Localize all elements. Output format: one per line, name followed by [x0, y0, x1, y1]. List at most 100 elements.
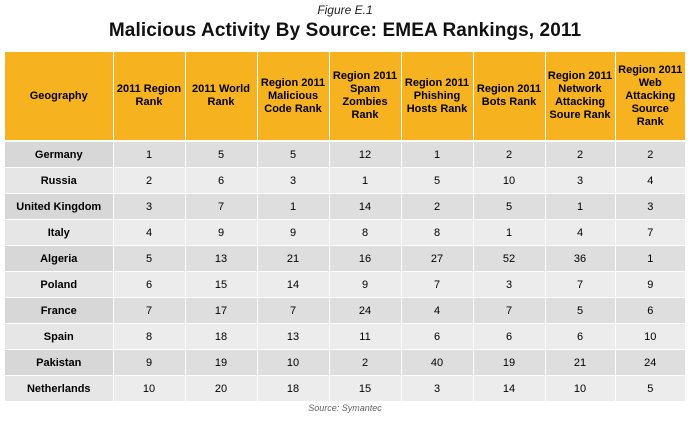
rank-cell: 20 — [185, 375, 258, 402]
rank-cell: 5 — [113, 245, 186, 272]
rank-cell: 4 — [113, 219, 186, 246]
rank-cell: 9 — [113, 349, 186, 376]
rank-cell: 24 — [329, 297, 402, 324]
rank-cell: 2 — [545, 141, 616, 168]
rank-cell: 13 — [185, 245, 258, 272]
rank-cell: 7 — [473, 297, 546, 324]
rank-cell: 5 — [615, 375, 685, 402]
rank-cell: 5 — [473, 193, 546, 220]
rank-cell: 24 — [615, 349, 685, 376]
table-row: United Kingdom 3 7 1 14 2 5 1 3 — [5, 193, 685, 220]
figure-label: Figure E.1 — [317, 3, 373, 17]
rank-cell: 7 — [185, 193, 258, 220]
geography-cell: Italy — [5, 219, 114, 246]
rank-cell: 2 — [401, 193, 474, 220]
table-row: Netherlands 10 20 18 15 3 14 10 5 — [5, 375, 685, 402]
rank-cell: 1 — [113, 141, 186, 168]
rank-cell: 14 — [329, 193, 402, 220]
rank-cell: 3 — [473, 271, 546, 298]
rank-cell: 8 — [401, 219, 474, 246]
geography-cell: Poland — [5, 271, 114, 298]
geography-cell: Germany — [5, 141, 114, 168]
rank-cell: 1 — [329, 167, 402, 194]
rank-cell: 12 — [329, 141, 402, 168]
rank-cell: 7 — [545, 271, 616, 298]
rank-cell: 18 — [257, 375, 330, 402]
rank-cell: 10 — [615, 323, 685, 350]
table-row: France 7 17 7 24 4 7 5 6 — [5, 297, 685, 324]
rank-cell: 6 — [185, 167, 258, 194]
rank-cell: 3 — [257, 167, 330, 194]
rank-cell: 7 — [401, 271, 474, 298]
geography-cell: Pakistan — [5, 349, 114, 376]
geography-cell: Spain — [5, 323, 114, 350]
rank-cell: 40 — [401, 349, 474, 376]
rank-cell: 6 — [615, 297, 685, 324]
rank-cell: 2 — [615, 141, 685, 168]
rank-cell: 18 — [185, 323, 258, 350]
table-row: Pakistan 9 19 10 2 40 19 21 24 — [5, 349, 685, 376]
rank-cell: 6 — [401, 323, 474, 350]
table-row: Spain 8 18 13 11 6 6 6 10 — [5, 323, 685, 350]
rank-cell: 9 — [185, 219, 258, 246]
rank-cell: 19 — [185, 349, 258, 376]
rank-cell: 9 — [329, 271, 402, 298]
rank-cell: 9 — [257, 219, 330, 246]
rank-cell: 3 — [401, 375, 474, 402]
rank-cell: 52 — [473, 245, 546, 272]
column-header: Region 2011 Malicious Code Rank — [257, 52, 330, 142]
rank-cell: 16 — [329, 245, 402, 272]
rank-cell: 5 — [401, 167, 474, 194]
table-body: Germany 1 5 5 12 1 2 2 2 Russia 2 6 3 1 5 10 3 4 United Ki… — [5, 141, 685, 402]
rank-cell: 11 — [329, 323, 402, 350]
rank-cell: 5 — [545, 297, 616, 324]
column-header: Region 2011 Web Attacking Source Rank — [615, 52, 685, 142]
rank-cell: 6 — [113, 271, 186, 298]
rank-cell: 1 — [615, 245, 685, 272]
rank-cell: 10 — [473, 167, 546, 194]
rank-cell: 17 — [185, 297, 258, 324]
rank-cell: 1 — [401, 141, 474, 168]
rank-cell: 1 — [545, 193, 616, 220]
column-header: Region 2011 Phishing Hosts Rank — [401, 52, 474, 142]
rank-cell: 10 — [113, 375, 186, 402]
rank-cell: 4 — [401, 297, 474, 324]
rank-cell: 13 — [257, 323, 330, 350]
rank-cell: 4 — [615, 167, 685, 194]
column-header: Region 2011 Bots Rank — [473, 52, 546, 142]
table-row: Poland 6 15 14 9 7 3 7 9 — [5, 271, 685, 298]
rank-cell: 9 — [615, 271, 685, 298]
rank-cell: 7 — [257, 297, 330, 324]
rank-cell: 8 — [329, 219, 402, 246]
figure-title: Malicious Activity By Source: EMEA Ranki… — [108, 20, 582, 41]
rank-cell: 7 — [615, 219, 685, 246]
column-header: Region 2011 Network Attacking Soure Rank — [545, 52, 616, 142]
rank-cell: 2 — [329, 349, 402, 376]
rank-cell: 5 — [185, 141, 258, 168]
column-header-geography: Geography — [5, 52, 114, 142]
rank-cell: 8 — [113, 323, 186, 350]
rank-cell: 14 — [257, 271, 330, 298]
rank-cell: 10 — [545, 375, 616, 402]
column-header: 2011 Region Rank — [113, 52, 186, 142]
column-header: Region 2011 Spam Zombies Rank — [329, 52, 402, 142]
geography-cell: Algeria — [5, 245, 114, 272]
rank-cell: 6 — [473, 323, 546, 350]
geography-cell: Russia — [5, 167, 114, 194]
rank-cell: 2 — [113, 167, 186, 194]
header-row: Geography 2011 Region Rank 2011 World Rank… — [5, 52, 685, 142]
rank-cell: 3 — [545, 167, 616, 194]
geography-cell: United Kingdom — [5, 193, 114, 220]
table-row: Italy 4 9 9 8 8 1 4 7 — [5, 219, 685, 246]
rankings-table: Geography 2011 Region Rank 2011 World Rank… — [5, 52, 685, 402]
rank-cell: 1 — [257, 193, 330, 220]
geography-cell: Netherlands — [5, 375, 114, 402]
table-row: Germany 1 5 5 12 1 2 2 2 — [5, 141, 685, 168]
column-header: 2011 World Rank — [185, 52, 258, 142]
rank-cell: 27 — [401, 245, 474, 272]
rank-cell: 3 — [615, 193, 685, 220]
rank-cell: 19 — [473, 349, 546, 376]
geography-cell: France — [5, 297, 114, 324]
rank-cell: 3 — [113, 193, 186, 220]
rank-cell: 4 — [545, 219, 616, 246]
